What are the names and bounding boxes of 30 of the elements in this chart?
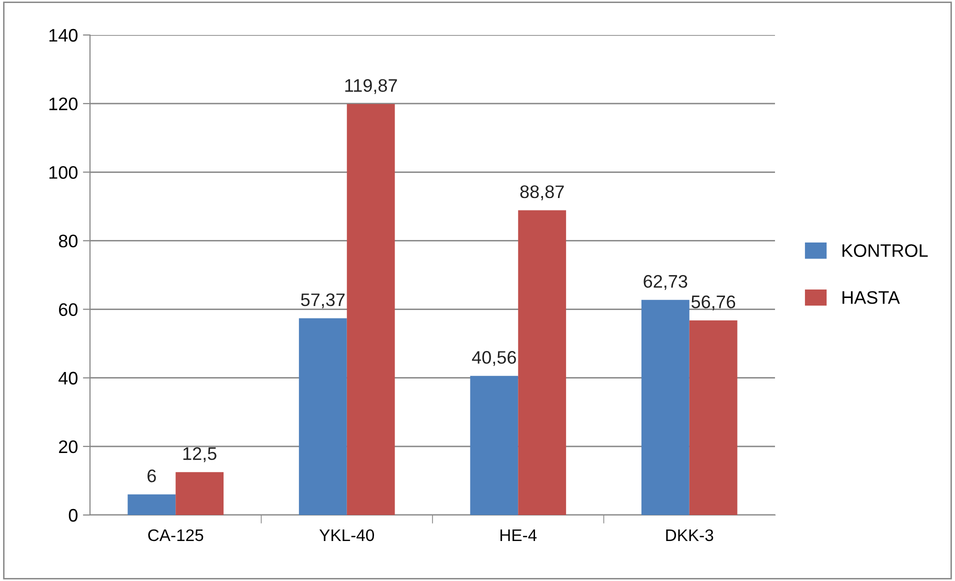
- y-tick-label: 80: [58, 234, 78, 248]
- x-tick-label: HE-4: [500, 530, 537, 541]
- bar: [128, 494, 176, 515]
- y-tick-label: 0: [68, 508, 78, 522]
- data-label: 6: [148, 470, 156, 482]
- data-label: 40,56: [472, 351, 516, 366]
- x-tick-label: YKL-40: [319, 529, 374, 542]
- y-tick-label: 120: [49, 98, 78, 110]
- data-label: 12,5: [183, 447, 216, 462]
- data-label: 62,73: [644, 275, 688, 290]
- data-label: 56,76: [691, 295, 736, 310]
- y-tick-label: 100: [49, 166, 78, 179]
- data-label: 57,37: [301, 293, 345, 308]
- bar: [346, 104, 395, 515]
- x-tick-label: DKK-3: [666, 529, 714, 542]
- data-label: 119,87: [345, 79, 397, 94]
- legend-label: KONTROL: [842, 244, 928, 257]
- bar: [176, 472, 224, 515]
- y-tick-label: 60: [59, 303, 78, 316]
- bar: [641, 300, 690, 515]
- bar: [518, 210, 566, 515]
- bar: [298, 318, 347, 515]
- data-label: 88,87: [520, 185, 564, 200]
- y-tick-label: 40: [58, 372, 78, 385]
- bar: [470, 376, 518, 515]
- legend-label: HASTA: [842, 291, 900, 304]
- y-tick-label: 140: [49, 28, 78, 42]
- bar: [689, 320, 738, 515]
- x-tick-label: CA-125: [148, 529, 204, 542]
- y-tick-label: 20: [59, 440, 78, 454]
